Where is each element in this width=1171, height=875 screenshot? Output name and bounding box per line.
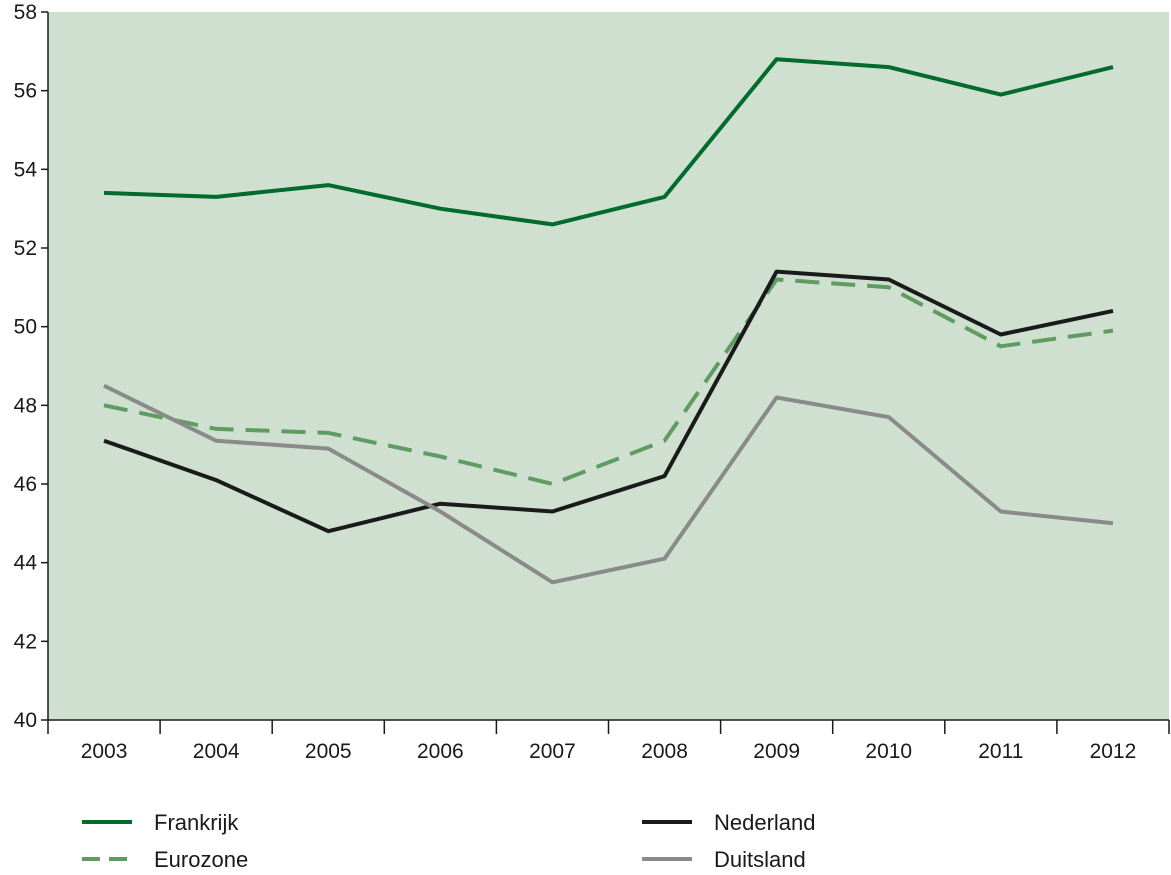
series-line-duitsland xyxy=(103,383,1114,585)
y-tick-label: 54 xyxy=(14,158,38,181)
legend-label: Nederland xyxy=(714,810,816,835)
legend-label: Frankrijk xyxy=(154,810,239,835)
y-tick-label: 40 xyxy=(14,709,37,732)
x-tick-label: 2006 xyxy=(417,740,464,763)
legend-item-duitsland: Duitsland xyxy=(642,847,806,872)
x-tick-label: 2011 xyxy=(978,740,1023,763)
y-tick-label: 50 xyxy=(14,316,37,339)
y-axis-ticks: 40 42 44 46 48 50 52 54 56 58 xyxy=(14,1,48,732)
series-line-eurozone xyxy=(103,277,1114,486)
y-tick-label: 42 xyxy=(14,630,37,653)
x-tick-label: 2009 xyxy=(753,740,800,763)
y-tick-label: 48 xyxy=(14,394,37,417)
x-tick-label: 2012 xyxy=(1090,740,1137,763)
series-line-nederland xyxy=(103,269,1114,534)
x-tick-label: 2005 xyxy=(305,740,352,763)
x-tick-label: 2004 xyxy=(193,740,240,763)
legend-item-frankrijk: Frankrijk xyxy=(82,810,239,835)
x-axis-ticks: 2003 2004 2005 2006 2007 2008 2009 2010 2011 2012 xyxy=(47,720,1170,763)
legend: Frankrijk Eurozone Nederland Duitsland xyxy=(82,810,816,872)
series-line-frankrijk xyxy=(103,57,1114,227)
x-tick-label: 2003 xyxy=(81,740,128,763)
y-tick-label: 46 xyxy=(14,473,37,496)
x-tick-label: 2008 xyxy=(641,740,688,763)
y-tick-label: 58 xyxy=(14,1,37,24)
series-layer xyxy=(103,57,1114,585)
legend-item-nederland: Nederland xyxy=(642,810,816,835)
plot-area xyxy=(48,12,1169,720)
y-tick-label: 52 xyxy=(14,237,37,260)
x-tick-label: 2007 xyxy=(529,740,576,763)
x-tick-label: 2010 xyxy=(865,740,912,763)
y-tick-label: 44 xyxy=(14,552,38,575)
legend-item-eurozone: Eurozone xyxy=(82,847,248,872)
y-tick-label: 56 xyxy=(14,80,37,103)
legend-label: Duitsland xyxy=(714,847,806,872)
legend-label: Eurozone xyxy=(154,847,248,872)
